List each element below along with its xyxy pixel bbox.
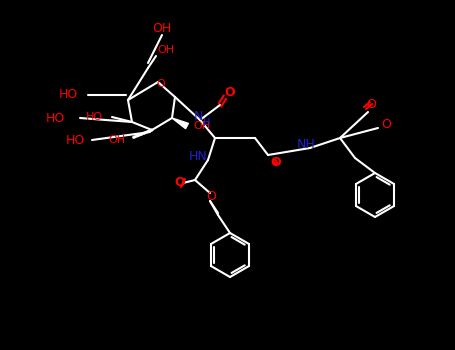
Text: O: O	[157, 79, 165, 89]
Text: HO: HO	[86, 112, 102, 122]
Text: O: O	[225, 86, 235, 99]
Text: NH: NH	[297, 139, 315, 152]
Text: O: O	[271, 156, 281, 169]
Text: N: N	[193, 110, 202, 122]
Text: OH: OH	[108, 135, 126, 145]
Text: HN: HN	[189, 150, 207, 163]
Text: O: O	[175, 176, 185, 189]
Text: O: O	[366, 98, 376, 111]
Text: HO: HO	[66, 133, 85, 147]
Text: OH: OH	[193, 121, 211, 131]
Text: H: H	[203, 118, 211, 128]
Text: OH: OH	[157, 45, 175, 55]
Text: O: O	[381, 118, 391, 131]
Text: HO: HO	[58, 89, 78, 101]
Polygon shape	[172, 118, 188, 129]
Text: OH: OH	[152, 21, 172, 35]
Text: HO: HO	[46, 112, 65, 125]
Text: O: O	[206, 190, 216, 203]
